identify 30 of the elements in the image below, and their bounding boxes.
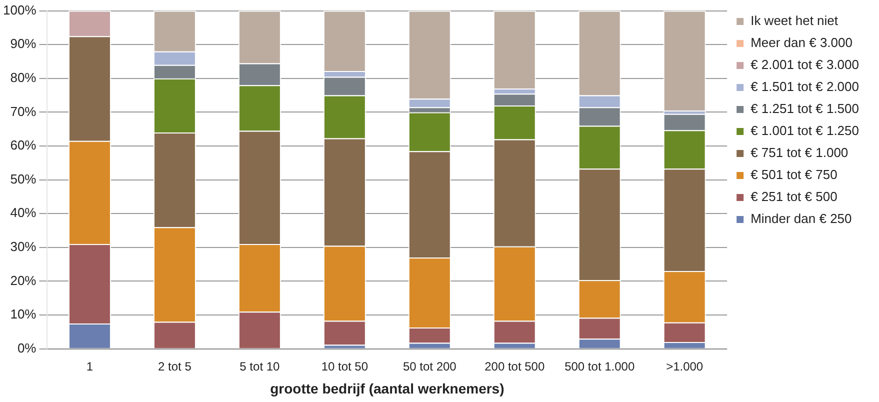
x-tick-label: 500 tot 1.000 (564, 359, 635, 374)
y-tick-label: 50% (10, 171, 37, 186)
y-tick-label: 70% (10, 104, 37, 119)
y-tick-label: 90% (10, 36, 37, 52)
x-tick-label: 50 tot 200 (402, 359, 457, 374)
legend-label: Meer dan € 3.000 (750, 35, 852, 50)
y-tick-label: 80% (10, 70, 37, 85)
legend-label: Ik weet het niet (750, 13, 838, 28)
y-tick-label: 0% (17, 340, 37, 356)
legend-label: € 751 tot € 1.000 (750, 145, 848, 160)
legend-label: € 1.001 tot € 1.250 (750, 123, 860, 138)
x-tick-label: >1.000 (666, 359, 704, 374)
legend-label: € 1.501 tot € 2.000 (750, 79, 860, 94)
x-tick-label: 1 (86, 359, 94, 374)
y-tick-label: 60% (10, 138, 37, 153)
legend-label: € 2.001 tot € 3.000 (750, 57, 860, 72)
x-tick-label: 10 tot 50 (321, 359, 368, 374)
y-tick-label: 30% (10, 238, 37, 254)
legend-label: € 251 tot € 500 (750, 189, 838, 204)
y-tick-label: 100% (3, 2, 37, 18)
y-tick-label: 40% (10, 205, 37, 220)
y-tick-label: 10% (10, 306, 37, 322)
x-tick-label: 5 tot 10 (240, 359, 280, 374)
legend-label: € 1.251 tot € 1.500 (750, 101, 860, 116)
y-tick-label: 20% (10, 272, 37, 288)
x-tick-label: 2 tot 5 (158, 359, 192, 374)
x-tick-label: 200 tot 500 (484, 359, 545, 374)
x-axis-title: grootte bedrijf (aantal werknemers) (270, 380, 504, 396)
legend-label: € 501 tot € 750 (750, 167, 838, 182)
legend-label: Minder dan € 250 (750, 211, 852, 226)
